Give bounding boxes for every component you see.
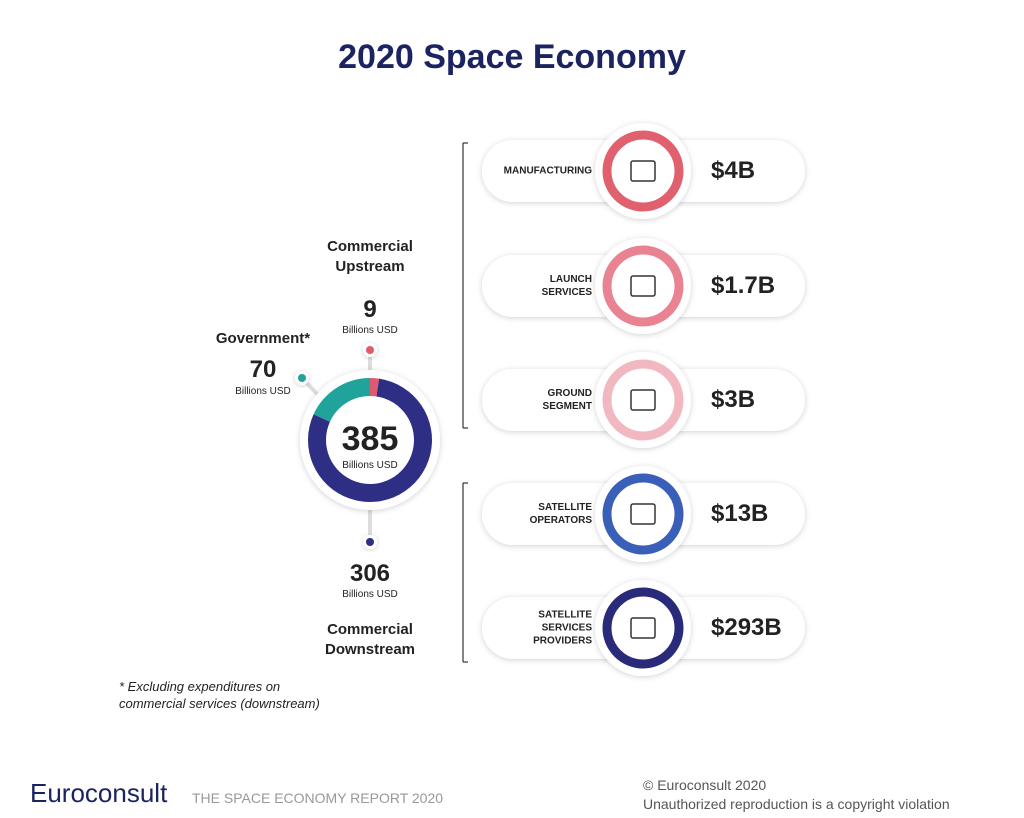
logo: Euroconsult [30, 778, 168, 808]
icon-ring [602, 130, 684, 212]
segment-value: $293B [711, 614, 782, 641]
icon [630, 275, 656, 297]
icon [630, 617, 656, 639]
icon [630, 160, 656, 182]
segment-label: GROUND SEGMENT [543, 387, 592, 413]
segment-value: $4B [711, 157, 756, 184]
segment-label: LAUNCH SERVICES [542, 273, 592, 299]
segment-value: $1.7B [711, 272, 776, 299]
segment-value: $3B [711, 386, 756, 413]
segment-label-line: LAUNCH [549, 274, 592, 285]
unit-label: Billions USD [235, 386, 291, 397]
report-name: THE SPACE ECONOMY REPORT 2020 [192, 790, 444, 806]
unit-label: Billions USD [342, 589, 398, 600]
category-label: Commercial Downstream [324, 621, 416, 658]
category-label: Commercial Upstream [327, 238, 413, 275]
segment-value: $13B [711, 500, 769, 527]
icon-ring [602, 587, 684, 669]
icon [630, 503, 656, 525]
value-label: 70 [249, 356, 277, 383]
value-label: 9 [363, 296, 377, 323]
icon [630, 389, 656, 411]
segment-label: SATELLITE OPERATORS [530, 501, 592, 527]
footnote: * Excluding expenditures on commercial se… [119, 679, 320, 711]
label-dot-core [366, 346, 374, 354]
segment-label-line: SERVICES [541, 622, 592, 634]
brackets [462, 142, 468, 663]
icon-ring [602, 359, 684, 441]
value-label: 306 [349, 560, 391, 587]
icon-ring [602, 245, 684, 327]
segment-label-line: SATELLITE [538, 502, 592, 513]
total: 385 [341, 420, 399, 458]
segment-label-line: OPERATORS [529, 515, 592, 526]
segment-label-line: GROUND [547, 388, 592, 399]
segment-label-line: SATELLITE [538, 609, 592, 621]
segment-label-line: SEGMENT [542, 401, 592, 412]
icon-ring [602, 473, 684, 555]
total-unit: Billions USD [342, 460, 398, 471]
segment-label: MANUFACTURING [504, 165, 592, 178]
segment-label-line: SERVICES [541, 287, 592, 298]
title: 2020 Space Economy [338, 38, 686, 76]
copyright: © Euroconsult 2020 Unauthorized reproduct… [643, 777, 950, 812]
category-label: Government* [215, 330, 311, 347]
donut-segment [370, 378, 380, 397]
segment-label-line: PROVIDERS [533, 635, 592, 647]
label-dot-core [366, 538, 374, 546]
unit-label: Billions USD [342, 325, 398, 336]
segment-label-line: MANUFACTURING [503, 165, 592, 177]
label-dot-core [298, 374, 306, 382]
segment-label: SATELLITE SERVICES PROVIDERS [533, 609, 592, 648]
donut-segment [313, 378, 370, 422]
